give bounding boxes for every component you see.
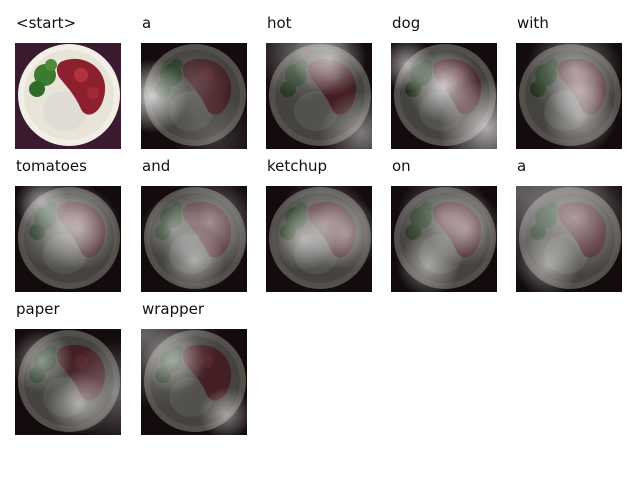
attention-blob: [141, 58, 189, 134]
plate: [15, 43, 121, 149]
attention-map: [516, 186, 622, 292]
panel-caption: paper: [16, 300, 60, 318]
panel-caption: ketchup: [267, 157, 328, 175]
panel-caption: hot: [267, 14, 292, 32]
attention-map: [141, 186, 247, 292]
attention-blob: [199, 387, 247, 435]
attention-map: [266, 43, 372, 149]
attention-map: [391, 43, 497, 149]
attention-map: [15, 329, 121, 435]
attention-blob: [46, 371, 111, 435]
attention-blob: [542, 80, 617, 149]
panel-caption: a: [517, 157, 527, 175]
attention-map: [266, 186, 372, 292]
attention-map: [141, 43, 247, 149]
attention-blob: [15, 329, 74, 393]
attention-blob: [271, 207, 335, 271]
panel-caption: wrapper: [142, 300, 205, 318]
attention-map: [15, 186, 121, 292]
attention-blob: [15, 186, 68, 229]
attention-blob: [162, 228, 226, 292]
source-image: [15, 43, 121, 149]
attention-blob: [396, 233, 460, 292]
panel-caption: dog: [392, 14, 421, 32]
panel-caption: a: [142, 14, 152, 32]
panel-caption: tomatoes: [16, 157, 87, 175]
attention-map: [516, 43, 622, 149]
attention-blob: [406, 48, 482, 123]
attention-blob: [319, 90, 372, 149]
attention-map: [391, 186, 497, 292]
panel-caption: and: [142, 157, 171, 175]
panel-caption: on: [392, 157, 411, 175]
attention-blob: [172, 96, 247, 149]
attention-blob: [292, 43, 367, 96]
attention-map: [141, 329, 247, 435]
attention-blob: [141, 329, 205, 393]
attention-blob: [516, 233, 580, 292]
panel-caption: <start>: [16, 14, 77, 32]
panel-caption: with: [517, 14, 549, 32]
